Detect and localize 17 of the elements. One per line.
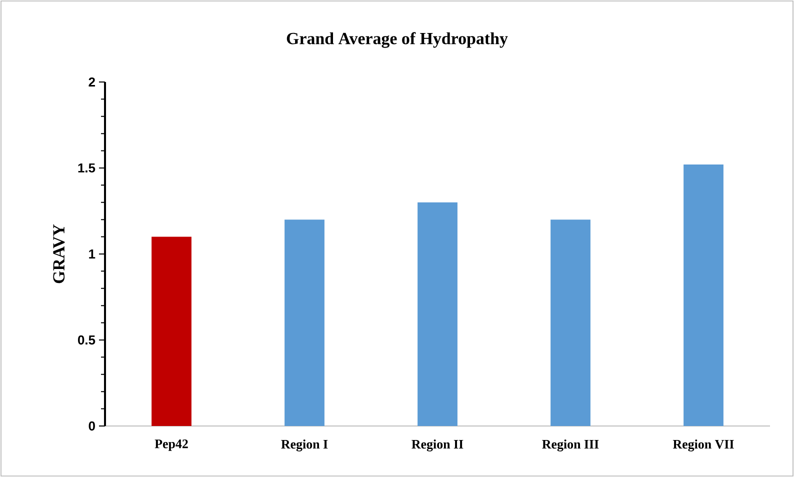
x-tick-label: Region III <box>542 440 599 452</box>
y-tick-label: 1.5 <box>78 163 96 173</box>
y-tick-label: 0.5 <box>78 335 96 345</box>
bar <box>284 220 324 426</box>
bar <box>550 220 590 426</box>
chart-title: Grand Average of Hydropathy <box>286 32 508 48</box>
x-tick-label: Region I <box>281 440 328 452</box>
bar <box>418 202 458 426</box>
y-axis-title: GRAVY <box>53 224 65 284</box>
x-tick-label: Region VII <box>672 440 734 452</box>
x-tick-label: Region II <box>412 440 464 452</box>
x-tick-label: Pep42 <box>154 440 188 451</box>
y-tick-label: 1 <box>89 250 96 258</box>
bar <box>684 164 724 426</box>
bar <box>152 236 192 426</box>
y-tick-label: 2 <box>88 77 95 87</box>
y-tick-label: 0 <box>88 421 95 431</box>
